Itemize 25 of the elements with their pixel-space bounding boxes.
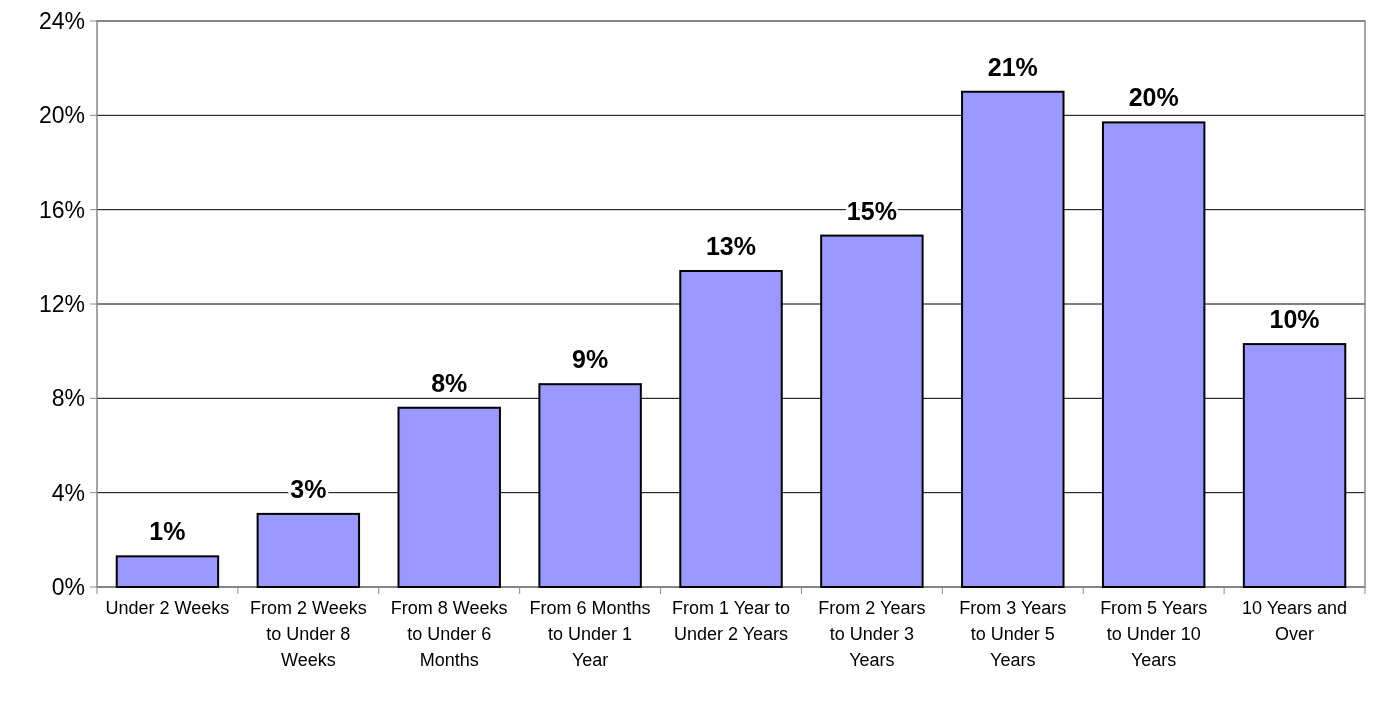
x-tick-label: From 5 Years to Under 10 Years xyxy=(1100,598,1208,670)
x-tick-label: From 6 Months to Under 1 Year xyxy=(529,598,651,670)
y-tick-label: 12% xyxy=(38,291,85,318)
x-tick-label: From 2 Weeks to Under 8 Weeks xyxy=(249,598,367,670)
bar xyxy=(115,555,220,588)
data-label: 9% xyxy=(572,345,609,374)
data-label: 20% xyxy=(1128,83,1179,112)
x-tick-label: From 3 Years to Under 5 Years xyxy=(959,598,1067,670)
x-tick-label: From 8 Weeks to Under 6 Months xyxy=(390,598,508,670)
data-label: 8% xyxy=(431,368,468,397)
data-label: 21% xyxy=(987,52,1038,81)
data-label: 1% xyxy=(149,517,186,546)
x-tick-label: 10 Years and Over xyxy=(1242,598,1348,644)
y-tick-label: 20% xyxy=(38,102,85,129)
data-label: 10% xyxy=(1269,305,1320,334)
y-tick-label: 0% xyxy=(51,574,85,601)
y-tick-label: 4% xyxy=(51,479,85,506)
bar xyxy=(256,512,361,588)
y-tick-label: 24% xyxy=(38,8,85,35)
y-tick-label: 8% xyxy=(51,385,85,412)
x-tick-label: From 2 Years to Under 3 Years xyxy=(818,598,926,670)
y-tick-label: 16% xyxy=(38,196,85,223)
x-tick-label: From 1 Year to Under 2 Years xyxy=(671,598,791,644)
data-label: 13% xyxy=(705,231,757,260)
x-tick-label: Under 2 Weeks xyxy=(105,598,230,618)
